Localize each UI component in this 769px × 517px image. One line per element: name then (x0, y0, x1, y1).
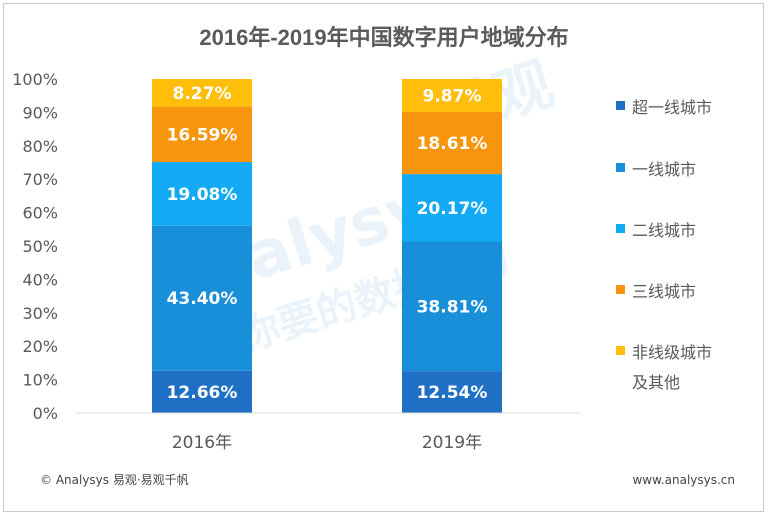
y-tick-label: 40% (22, 270, 58, 289)
data-label: 12.54% (417, 383, 488, 403)
chart-title: 2016年-2019年中国数字用户地域分布 (199, 25, 568, 50)
data-label: 38.81% (417, 297, 488, 317)
data-label: 9.87% (423, 86, 482, 106)
bar-segment (152, 225, 252, 371)
footer-url: www.analysys.cn (632, 473, 735, 487)
bar-segment (152, 370, 252, 413)
data-label: 18.61% (417, 134, 488, 154)
legend-label: 一线城市 (632, 160, 696, 179)
x-tick-label: 2016年 (172, 433, 232, 453)
footer-source: © Analysys 易观·易观千帆 (40, 472, 189, 487)
data-label: 19.08% (167, 185, 238, 205)
legend-item: 超一线城市 (616, 98, 712, 117)
legend-item: 一线城市 (616, 160, 696, 179)
y-tick-label: 100% (12, 70, 58, 89)
bar-stack: 12.54% 38.81% 20.17% 18.61% 9.87% (402, 79, 502, 413)
bar-segment (402, 371, 502, 413)
legend-label: 三线城市 (632, 282, 696, 301)
x-tick-label: 2019年 (422, 433, 482, 453)
y-tick-label: 60% (22, 204, 58, 223)
chart-frame (3, 3, 764, 512)
y-tick-label: 20% (22, 337, 58, 356)
legend-swatch (616, 101, 625, 110)
legend-swatch (616, 224, 625, 233)
bar-segment (402, 111, 502, 175)
data-label: 20.17% (417, 199, 488, 219)
legend-label: 非线级城市 (632, 343, 712, 362)
bars: 12.66% 43.40% 19.08% 16.59% 8.27% 12.54% 38.81… (152, 79, 502, 413)
y-axis: 0% 10% 20% 30% 40% 50% 60% 70% 80% 90% 100% (12, 70, 58, 423)
y-tick-label: 90% (22, 103, 58, 122)
bar-segment (152, 106, 252, 163)
legend-item: 三线城市 (616, 282, 696, 301)
data-label: 8.27% (173, 84, 232, 104)
legend-swatch (616, 285, 625, 294)
bar-segment (152, 162, 252, 226)
bar-segment (402, 79, 502, 112)
x-axis: 2016年 2019年 (75, 412, 580, 453)
legend-label: 超一线城市 (632, 98, 712, 117)
bar-segment (402, 174, 502, 242)
y-tick-label: 30% (22, 304, 58, 323)
data-label: 43.40% (167, 289, 238, 309)
legend-swatch (616, 346, 625, 355)
legend-label: 及其他 (632, 373, 680, 392)
bar-segment (402, 241, 502, 372)
y-tick-label: 70% (22, 170, 58, 189)
bar-segment (152, 79, 252, 107)
legend-swatch (616, 163, 625, 172)
data-label: 12.66% (167, 383, 238, 403)
y-tick-label: 0% (33, 404, 58, 423)
bar-stack: 12.66% 43.40% 19.08% 16.59% 8.27% (152, 79, 252, 413)
y-tick-label: 80% (22, 137, 58, 156)
y-tick-label: 10% (22, 371, 58, 390)
legend-item: 二线城市 (616, 221, 696, 240)
y-tick-label: 50% (22, 237, 58, 256)
data-label: 16.59% (167, 125, 238, 145)
legend-label: 二线城市 (632, 221, 696, 240)
